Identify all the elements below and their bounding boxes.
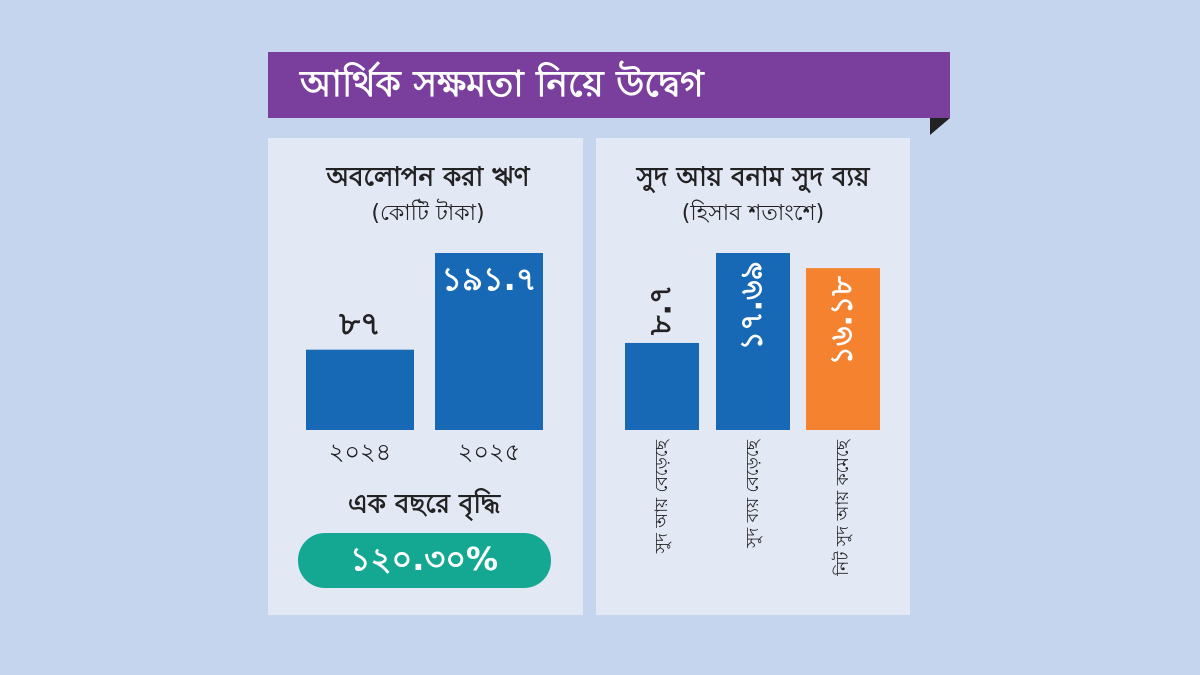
chart-title: অবলোপন করা ঋণ xyxy=(326,163,531,193)
chart-subtitle: (হিসাব শতাংশে) xyxy=(682,200,824,226)
bar xyxy=(306,349,414,430)
bar xyxy=(806,268,880,430)
value-label: ৮.৭ xyxy=(644,285,679,336)
value-label: ১৭.৬৯ xyxy=(735,261,770,350)
category-label: ২০২৫ xyxy=(458,438,520,466)
value-label: ১৬.১৮ xyxy=(825,276,860,366)
value-label: ৮৭ xyxy=(338,305,381,343)
highlight-label: এক বছরে বৃদ্ধি xyxy=(348,488,501,521)
category-label: নিট সুদ আয় কমেছে xyxy=(832,438,853,576)
bar xyxy=(716,253,790,430)
header-bar xyxy=(268,52,950,118)
category-label: ২০২৪ xyxy=(329,438,391,466)
category-label: সুদ ব্যয় বেড়েছে xyxy=(743,438,763,549)
header-title: আর্থিক সক্ষমতা নিয়ে উদ্বেগ xyxy=(298,60,705,105)
chart-title: সুদ আয় বনাম সুদ ব্যয় xyxy=(636,163,871,194)
highlight-value: ১২০.৩০% xyxy=(350,540,498,578)
category-label: সুদ আয় বেড়েছে xyxy=(652,438,672,554)
header-fold xyxy=(930,118,950,135)
highlight-pill xyxy=(298,533,551,588)
chart-subtitle: (কোটি টাকা) xyxy=(371,199,484,226)
value-label: ১৯১.৭ xyxy=(441,260,536,298)
bar xyxy=(625,342,699,430)
bar xyxy=(435,253,543,430)
